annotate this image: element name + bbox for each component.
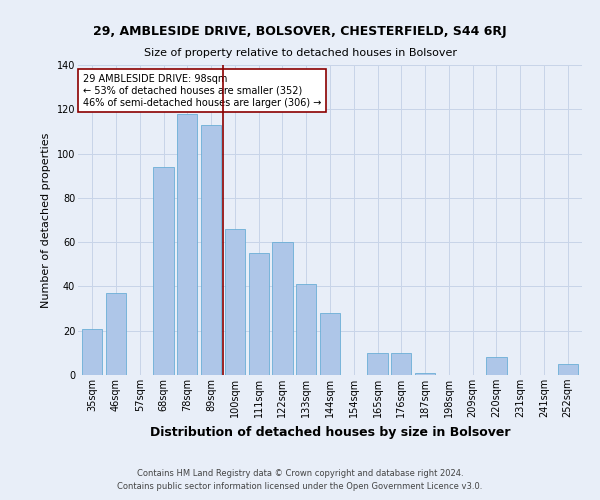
Bar (296, 284, 316, 375)
Bar (106, 293, 126, 375)
Bar (177, 114, 197, 375)
Bar (367, 353, 388, 375)
Text: 29, AMBLESIDE DRIVE, BOLSOVER, CHESTERFIELD, S44 6RJ: 29, AMBLESIDE DRIVE, BOLSOVER, CHESTERFI… (93, 25, 507, 38)
Bar (487, 358, 506, 375)
Bar (320, 313, 340, 375)
Bar (82, 328, 103, 375)
Text: Size of property relative to detached houses in Bolsover: Size of property relative to detached ho… (143, 48, 457, 58)
Text: 29 AMBLESIDE DRIVE: 98sqm
← 53% of detached houses are smaller (352)
46% of semi: 29 AMBLESIDE DRIVE: 98sqm ← 53% of detac… (83, 74, 322, 108)
Text: Contains public sector information licensed under the Open Government Licence v3: Contains public sector information licen… (118, 482, 482, 491)
Bar (248, 253, 269, 375)
Bar (391, 353, 412, 375)
Y-axis label: Number of detached properties: Number of detached properties (41, 132, 51, 308)
Bar (557, 364, 578, 375)
Text: Contains HM Land Registry data © Crown copyright and database right 2024.: Contains HM Land Registry data © Crown c… (137, 468, 463, 477)
X-axis label: Distribution of detached houses by size in Bolsover: Distribution of detached houses by size … (150, 426, 510, 438)
Bar (225, 229, 245, 375)
Bar (201, 125, 221, 375)
Bar (154, 167, 173, 375)
Bar (272, 242, 293, 375)
Bar (415, 373, 435, 375)
